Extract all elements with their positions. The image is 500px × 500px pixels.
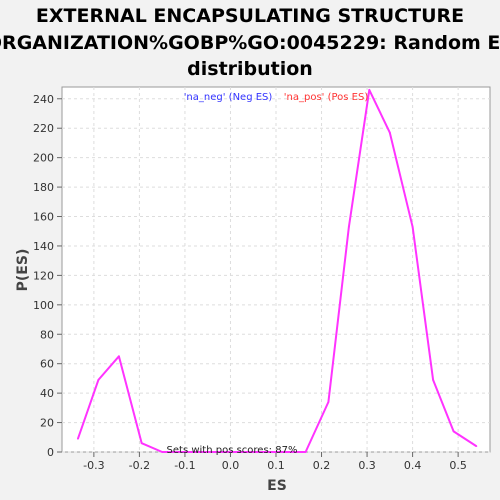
- x-tick-label: 0.5: [449, 459, 467, 472]
- data-point: [347, 225, 350, 228]
- data-point: [368, 89, 371, 91]
- y-tick-label: 140: [33, 240, 54, 253]
- data-point: [222, 451, 225, 453]
- data-point: [327, 401, 330, 403]
- x-tick-label: 0.4: [404, 459, 422, 472]
- y-tick-label: 180: [33, 181, 54, 194]
- chart-title-line-2: ORGANIZATION%GOBP%GO:0045229: Random ES: [0, 32, 500, 54]
- x-tick-label: 0.1: [267, 459, 285, 472]
- y-tick-label: 220: [33, 122, 54, 135]
- data-point: [77, 437, 79, 440]
- y-tick-label: 40: [40, 387, 54, 400]
- y-tick-label: 200: [33, 152, 54, 165]
- y-tick-label: 60: [40, 358, 54, 371]
- y-tick-label: 240: [33, 93, 54, 106]
- data-point: [118, 355, 120, 358]
- y-tick-label: 20: [40, 417, 54, 430]
- x-tick-label: -0.3: [83, 459, 104, 472]
- x-tick-label: 0.2: [313, 459, 331, 472]
- y-axis-title: P(ES): [15, 249, 31, 292]
- x-tick-label: -0.1: [174, 459, 195, 472]
- x-tick-label: 0.0: [222, 459, 240, 472]
- x-tick-label: -0.2: [129, 459, 150, 472]
- y-tick-label: 0: [47, 446, 54, 459]
- data-point: [284, 451, 287, 453]
- data-point: [140, 442, 143, 445]
- data-point: [263, 451, 266, 453]
- data-point: [161, 451, 164, 453]
- y-tick-label: 120: [33, 269, 54, 282]
- data-point: [181, 451, 184, 453]
- annotation: Sets with pos scores: 87%: [167, 445, 298, 456]
- data-point: [304, 451, 307, 453]
- data-point: [475, 445, 478, 448]
- legend-neg: 'na_neg' (Neg ES): [184, 92, 273, 103]
- data-point: [202, 451, 205, 453]
- series-layer: [76, 88, 478, 453]
- chart-title-line-1: EXTERNAL ENCAPSULATING STRUCTURE: [36, 5, 464, 27]
- data-point: [243, 451, 246, 453]
- es-distribution-line: [76, 88, 477, 453]
- data-point: [388, 131, 391, 134]
- x-tick-label: 0.3: [358, 459, 376, 472]
- y-tick-label: 80: [40, 328, 54, 341]
- data-point: [97, 378, 100, 381]
- chart-title-line-3: distribution: [187, 58, 313, 80]
- x-axis-title: ES: [267, 478, 287, 494]
- y-tick-label: 160: [33, 211, 54, 224]
- y-tick-label: 100: [33, 299, 54, 312]
- legend-pos: 'na_pos' (Pos ES): [284, 92, 369, 103]
- data-point: [452, 430, 455, 433]
- data-point: [432, 378, 434, 381]
- data-point: [411, 225, 414, 228]
